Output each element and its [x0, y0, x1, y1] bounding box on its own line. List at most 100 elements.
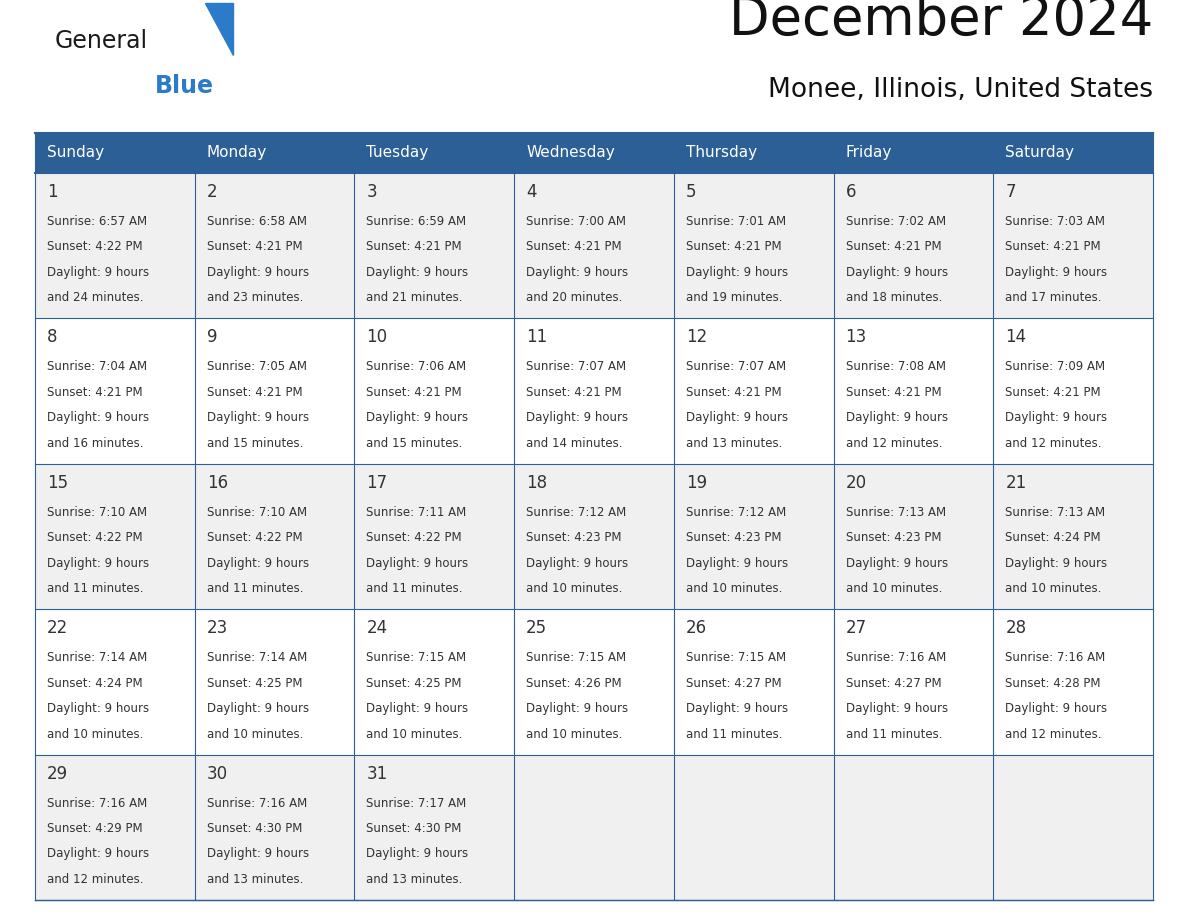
Text: Sunrise: 7:12 AM: Sunrise: 7:12 AM	[685, 506, 786, 519]
Text: and 13 minutes.: and 13 minutes.	[207, 873, 303, 886]
Text: and 18 minutes.: and 18 minutes.	[846, 291, 942, 305]
Text: Sunrise: 7:14 AM: Sunrise: 7:14 AM	[48, 651, 147, 665]
Bar	[34, 319, 1154, 464]
Text: Sunset: 4:22 PM: Sunset: 4:22 PM	[48, 532, 143, 544]
Text: Daylight: 9 hours: Daylight: 9 hours	[366, 411, 468, 424]
Text: 20: 20	[846, 474, 867, 492]
Text: Monday: Monday	[207, 145, 267, 161]
Text: and 13 minutes.: and 13 minutes.	[685, 437, 782, 450]
Text: Tuesday: Tuesday	[366, 145, 429, 161]
Bar	[34, 610, 1154, 755]
Text: Sunset: 4:21 PM: Sunset: 4:21 PM	[366, 241, 462, 253]
Text: December 2024: December 2024	[728, 0, 1154, 46]
Text: 6: 6	[846, 183, 857, 201]
Text: Daylight: 9 hours: Daylight: 9 hours	[207, 702, 309, 715]
Text: Daylight: 9 hours: Daylight: 9 hours	[526, 266, 628, 279]
Text: and 12 minutes.: and 12 minutes.	[48, 873, 144, 886]
Text: Sunset: 4:25 PM: Sunset: 4:25 PM	[207, 677, 302, 689]
Text: 3: 3	[366, 183, 377, 201]
Text: and 10 minutes.: and 10 minutes.	[207, 728, 303, 741]
Text: Sunrise: 7:01 AM: Sunrise: 7:01 AM	[685, 215, 786, 228]
Text: 28: 28	[1005, 620, 1026, 637]
Text: Sunset: 4:21 PM: Sunset: 4:21 PM	[846, 386, 941, 398]
Text: Sunrise: 7:05 AM: Sunrise: 7:05 AM	[207, 361, 307, 374]
Text: Daylight: 9 hours: Daylight: 9 hours	[48, 847, 150, 860]
Text: 4: 4	[526, 183, 537, 201]
Text: Sunrise: 7:16 AM: Sunrise: 7:16 AM	[1005, 651, 1106, 665]
Text: Sunrise: 7:16 AM: Sunrise: 7:16 AM	[48, 797, 147, 810]
Text: Sunrise: 7:00 AM: Sunrise: 7:00 AM	[526, 215, 626, 228]
Text: Daylight: 9 hours: Daylight: 9 hours	[846, 556, 948, 570]
Text: Daylight: 9 hours: Daylight: 9 hours	[685, 266, 788, 279]
Text: Sunset: 4:25 PM: Sunset: 4:25 PM	[366, 677, 462, 689]
Text: Daylight: 9 hours: Daylight: 9 hours	[846, 266, 948, 279]
Text: Sunrise: 6:58 AM: Sunrise: 6:58 AM	[207, 215, 307, 228]
Text: Blue: Blue	[154, 74, 214, 98]
Text: Sunrise: 7:07 AM: Sunrise: 7:07 AM	[526, 361, 626, 374]
Text: and 11 minutes.: and 11 minutes.	[846, 728, 942, 741]
Text: Sunset: 4:21 PM: Sunset: 4:21 PM	[1005, 241, 1101, 253]
Bar	[34, 464, 1154, 610]
Text: 23: 23	[207, 620, 228, 637]
Text: 27: 27	[846, 620, 867, 637]
Text: Daylight: 9 hours: Daylight: 9 hours	[1005, 702, 1107, 715]
Bar	[34, 133, 1154, 173]
Text: Sunset: 4:26 PM: Sunset: 4:26 PM	[526, 677, 621, 689]
Text: Sunrise: 7:04 AM: Sunrise: 7:04 AM	[48, 361, 147, 374]
Text: General: General	[55, 29, 148, 53]
Text: Sunset: 4:22 PM: Sunset: 4:22 PM	[207, 532, 302, 544]
Text: Sunset: 4:21 PM: Sunset: 4:21 PM	[1005, 386, 1101, 398]
Text: 29: 29	[48, 765, 68, 783]
Text: Sunset: 4:29 PM: Sunset: 4:29 PM	[48, 822, 143, 835]
Text: Sunset: 4:21 PM: Sunset: 4:21 PM	[526, 241, 621, 253]
Text: Sunrise: 7:10 AM: Sunrise: 7:10 AM	[207, 506, 307, 519]
Text: Daylight: 9 hours: Daylight: 9 hours	[1005, 556, 1107, 570]
Polygon shape	[206, 3, 233, 55]
Text: Daylight: 9 hours: Daylight: 9 hours	[846, 411, 948, 424]
Text: 2: 2	[207, 183, 217, 201]
Text: Friday: Friday	[846, 145, 892, 161]
Text: Sunset: 4:23 PM: Sunset: 4:23 PM	[846, 532, 941, 544]
Text: and 10 minutes.: and 10 minutes.	[366, 728, 463, 741]
Text: 10: 10	[366, 329, 387, 346]
Text: and 10 minutes.: and 10 minutes.	[846, 582, 942, 595]
Text: Daylight: 9 hours: Daylight: 9 hours	[685, 702, 788, 715]
Text: Daylight: 9 hours: Daylight: 9 hours	[48, 556, 150, 570]
Text: 8: 8	[48, 329, 57, 346]
Text: Monee, Illinois, United States: Monee, Illinois, United States	[767, 77, 1154, 103]
Text: and 10 minutes.: and 10 minutes.	[526, 728, 623, 741]
Text: Daylight: 9 hours: Daylight: 9 hours	[366, 266, 468, 279]
Text: and 10 minutes.: and 10 minutes.	[685, 582, 782, 595]
Text: Daylight: 9 hours: Daylight: 9 hours	[366, 847, 468, 860]
Text: Sunrise: 7:08 AM: Sunrise: 7:08 AM	[846, 361, 946, 374]
Text: 15: 15	[48, 474, 68, 492]
Text: Sunset: 4:21 PM: Sunset: 4:21 PM	[207, 386, 302, 398]
Text: 25: 25	[526, 620, 548, 637]
Text: Daylight: 9 hours: Daylight: 9 hours	[48, 266, 150, 279]
Text: and 15 minutes.: and 15 minutes.	[207, 437, 303, 450]
Text: Daylight: 9 hours: Daylight: 9 hours	[366, 556, 468, 570]
Text: Sunrise: 7:16 AM: Sunrise: 7:16 AM	[846, 651, 946, 665]
Text: and 11 minutes.: and 11 minutes.	[685, 728, 783, 741]
Text: Sunset: 4:24 PM: Sunset: 4:24 PM	[1005, 532, 1101, 544]
Text: Sunrise: 7:02 AM: Sunrise: 7:02 AM	[846, 215, 946, 228]
Text: and 19 minutes.: and 19 minutes.	[685, 291, 783, 305]
Text: 11: 11	[526, 329, 548, 346]
Text: Daylight: 9 hours: Daylight: 9 hours	[526, 702, 628, 715]
Text: 14: 14	[1005, 329, 1026, 346]
Text: Sunrise: 7:11 AM: Sunrise: 7:11 AM	[366, 506, 467, 519]
Text: 12: 12	[685, 329, 707, 346]
Text: Sunrise: 6:59 AM: Sunrise: 6:59 AM	[366, 215, 467, 228]
Text: 13: 13	[846, 329, 867, 346]
Text: Wednesday: Wednesday	[526, 145, 615, 161]
Text: Sunset: 4:22 PM: Sunset: 4:22 PM	[48, 241, 143, 253]
Text: Sunrise: 7:12 AM: Sunrise: 7:12 AM	[526, 506, 626, 519]
Text: Daylight: 9 hours: Daylight: 9 hours	[846, 702, 948, 715]
Text: Sunset: 4:21 PM: Sunset: 4:21 PM	[685, 241, 782, 253]
Text: Sunrise: 7:09 AM: Sunrise: 7:09 AM	[1005, 361, 1105, 374]
Text: Daylight: 9 hours: Daylight: 9 hours	[48, 411, 150, 424]
Text: Sunset: 4:21 PM: Sunset: 4:21 PM	[526, 386, 621, 398]
Text: and 12 minutes.: and 12 minutes.	[846, 437, 942, 450]
Text: Sunset: 4:30 PM: Sunset: 4:30 PM	[207, 822, 302, 835]
Text: Daylight: 9 hours: Daylight: 9 hours	[685, 411, 788, 424]
